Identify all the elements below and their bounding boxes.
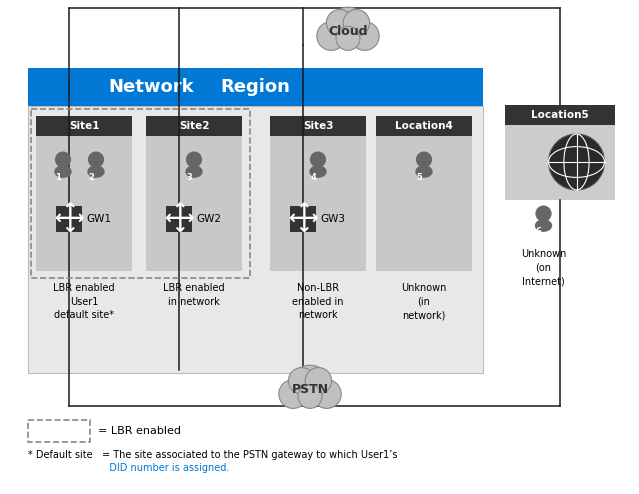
Bar: [376, 116, 472, 271]
Bar: [36, 116, 132, 136]
Bar: [376, 116, 472, 136]
Text: 2: 2: [88, 173, 94, 182]
Text: GW3: GW3: [320, 214, 345, 224]
Circle shape: [279, 379, 307, 409]
Text: LBR enabled
in network: LBR enabled in network: [163, 283, 225, 307]
Ellipse shape: [185, 165, 203, 178]
Text: ←: ←: [288, 209, 304, 229]
Text: ↓: ↓: [295, 216, 311, 236]
Text: LBR enabled
User1
default site*: LBR enabled User1 default site*: [53, 283, 115, 320]
Ellipse shape: [309, 165, 327, 178]
Text: PSTN: PSTN: [291, 383, 328, 396]
Circle shape: [305, 368, 332, 394]
Circle shape: [328, 7, 369, 48]
Text: Site2: Site2: [179, 121, 209, 131]
Text: 5: 5: [416, 173, 422, 182]
Bar: [166, 206, 192, 232]
Text: ↑: ↑: [295, 203, 311, 221]
Text: Site1: Site1: [69, 121, 99, 131]
Bar: [146, 116, 242, 271]
Bar: [28, 106, 483, 373]
Text: ↑: ↑: [61, 203, 77, 221]
Bar: [505, 105, 615, 125]
Text: →: →: [68, 209, 84, 229]
Text: * Default site   = The site associated to the PSTN gateway to which User1’s: * Default site = The site associated to …: [28, 450, 397, 460]
Text: Region: Region: [220, 78, 291, 96]
Circle shape: [310, 152, 326, 167]
Text: Site3: Site3: [303, 121, 334, 131]
Circle shape: [535, 206, 551, 222]
Text: Unknown
(in
network): Unknown (in network): [401, 283, 447, 320]
Circle shape: [350, 22, 379, 50]
Text: ←: ←: [54, 209, 70, 229]
Bar: [290, 206, 316, 232]
Circle shape: [298, 384, 322, 409]
Circle shape: [312, 379, 341, 409]
Circle shape: [88, 152, 104, 167]
Text: 1: 1: [55, 173, 61, 182]
Ellipse shape: [415, 165, 433, 178]
Bar: [31, 109, 250, 278]
Text: 4: 4: [311, 173, 316, 182]
Bar: [505, 105, 615, 200]
Text: ↓: ↓: [61, 216, 77, 236]
Ellipse shape: [54, 165, 72, 178]
Circle shape: [343, 9, 369, 36]
Text: ↓: ↓: [171, 216, 187, 236]
Text: Network: Network: [108, 78, 194, 96]
Circle shape: [289, 365, 330, 406]
Text: Unknown
(on
Internet): Unknown (on Internet): [521, 249, 566, 286]
Circle shape: [55, 152, 71, 167]
Ellipse shape: [535, 219, 552, 232]
Circle shape: [317, 22, 346, 50]
Text: ↑: ↑: [171, 203, 187, 221]
Circle shape: [548, 134, 604, 190]
Text: Location4: Location4: [395, 121, 453, 131]
Text: →: →: [302, 209, 318, 229]
Text: GW1: GW1: [86, 214, 111, 224]
Text: 6: 6: [535, 227, 542, 236]
Circle shape: [186, 152, 202, 167]
Text: 3: 3: [187, 173, 192, 182]
Bar: [36, 116, 132, 271]
Bar: [28, 420, 90, 442]
Text: →: →: [178, 209, 194, 229]
Bar: [270, 116, 366, 136]
Bar: [146, 116, 242, 136]
Text: GW2: GW2: [196, 214, 221, 224]
Circle shape: [416, 152, 432, 167]
Text: Non-LBR
enabled in
network: Non-LBR enabled in network: [292, 283, 344, 320]
Bar: [56, 206, 82, 232]
Circle shape: [327, 9, 353, 36]
Bar: [270, 116, 366, 271]
Bar: [28, 68, 483, 106]
Text: Cloud: Cloud: [328, 25, 368, 38]
Circle shape: [336, 26, 360, 50]
Text: DID number is assigned.: DID number is assigned.: [28, 463, 229, 473]
Text: ←: ←: [164, 209, 180, 229]
Ellipse shape: [88, 165, 105, 178]
Text: = LBR enabled: = LBR enabled: [98, 426, 181, 436]
Circle shape: [288, 368, 315, 394]
Text: Location5: Location5: [531, 110, 589, 120]
